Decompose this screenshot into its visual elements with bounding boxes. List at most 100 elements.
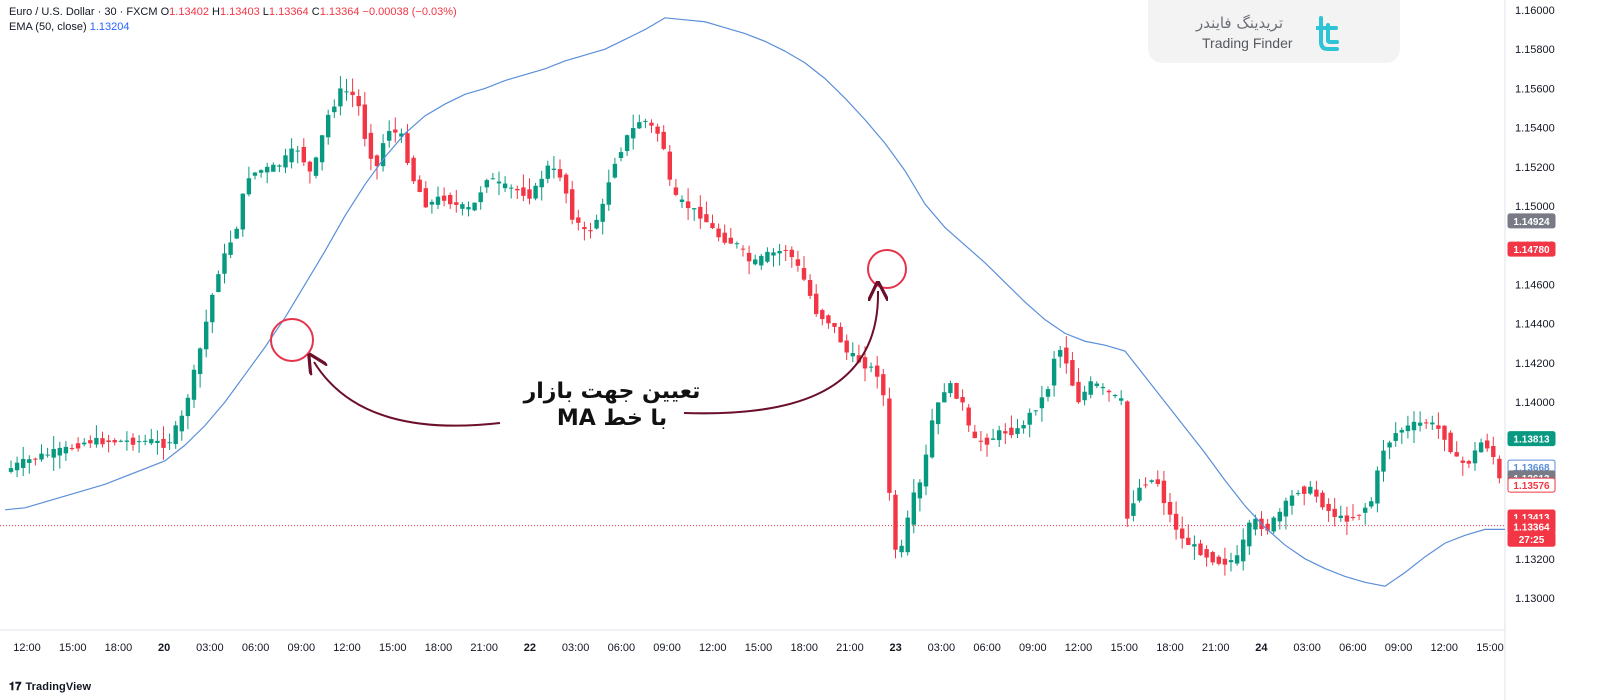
candle-body [1106,390,1112,393]
x-tick-label: 12:00 [13,642,41,654]
candle-body [405,133,410,164]
y-tick-label: 1.14000 [1515,397,1555,409]
candle-body [753,259,758,265]
x-tick-label: 09:00 [653,642,681,654]
candle-body [307,161,313,172]
candle-body [795,259,801,266]
x-tick-label: 09:00 [1019,642,1047,654]
candle-body [685,201,691,209]
candle-body [765,251,770,262]
candle-body [905,517,910,553]
candle-body [252,172,258,176]
x-tick-label: 06:00 [608,642,636,654]
candle-body [1302,486,1307,494]
candle-body [362,104,367,139]
candle-body [978,440,984,442]
candle-body [722,232,727,243]
candle-body [143,440,148,442]
price-tag-label: 27:25 [1519,535,1545,546]
candle-body [429,201,435,205]
x-tick-label: 15:00 [745,642,773,654]
candle-body [1173,513,1179,530]
y-tick-label: 1.15600 [1515,83,1555,95]
candle-body [539,178,544,188]
candle-body [826,315,831,324]
candle-body [1369,501,1374,507]
price-tag-label: 1.13364 [1513,523,1550,534]
candle-body [1082,391,1087,401]
candle-body [917,482,923,499]
candle-body [45,454,50,456]
candle-body [1436,425,1441,429]
candle-body [106,440,111,443]
candle-body [1222,558,1228,565]
y-tick-label: 1.15000 [1515,201,1555,213]
candle-body [667,151,672,180]
annotation-line-1: تعیین جهت بازار [523,379,701,404]
candle-body [204,321,209,350]
low-value: 1.13364 [268,6,309,18]
candle-body [466,207,471,210]
tradingview-logo-icon: 𝟏𝟕 [9,681,22,693]
open-value: 1.13402 [169,6,209,18]
x-tick-label: 21:00 [470,642,498,654]
candle-body [990,438,996,440]
candle-body [929,420,935,458]
logo-english-text: Trading Finder [1202,35,1293,51]
candle-body [234,228,239,239]
candle-body [277,165,282,167]
candle-body [643,120,648,122]
candle-body [228,242,233,255]
candle-body [856,355,862,363]
candle-body [624,135,630,152]
x-tick-label: 20 [158,642,170,654]
candle-body [14,462,20,471]
tradingview-footer[interactable]: 𝟏𝟕 TradingView [9,681,91,694]
x-tick-label: 06:00 [1339,642,1367,654]
candle-body [1283,500,1289,517]
candle-body [954,382,959,399]
x-tick-label: 15:00 [379,642,407,654]
candle-body [1478,442,1484,453]
candle-body [1155,479,1160,484]
price-tag [1507,477,1556,493]
candle-body [1332,508,1337,517]
candle-body [1466,461,1472,464]
candle-body [1393,433,1398,441]
candle-body [1186,537,1191,545]
candle-body [1375,470,1380,504]
candle-body [734,243,740,245]
candle-body [33,458,38,460]
candle-body [1204,549,1209,558]
x-tick-label: 09:00 [288,642,316,654]
candle-body [1320,492,1325,508]
x-tick-label: 03:00 [1293,642,1321,654]
candle-body [588,230,593,232]
candle-body [936,402,941,425]
candle-body [1192,544,1197,547]
candle-body [923,454,929,487]
candle-body [1021,425,1026,429]
candle-body [490,178,496,180]
candle-body [63,446,69,454]
candle-body [350,91,355,96]
price-tag-label: 1.14780 [1513,245,1550,256]
candle-body [1143,484,1148,486]
candle-body [222,253,227,274]
candle-body [301,146,306,163]
x-tick-label: 03:00 [196,642,224,654]
candle-body [1399,430,1404,433]
candle-body [149,439,154,444]
trading-finder-logo: تریدینگ فایندر Trading Finder [1148,0,1400,63]
candle-body [1064,347,1069,364]
annotation-arrow-left [314,362,501,427]
x-tick-label: 12:00 [1431,642,1459,654]
candle-body [606,182,611,205]
candle-body [1241,539,1246,562]
candle-body [661,131,666,149]
annotation-arrow-right [683,291,878,415]
candle-body [966,407,971,426]
candle-body [435,196,441,205]
candle-body [271,164,276,172]
